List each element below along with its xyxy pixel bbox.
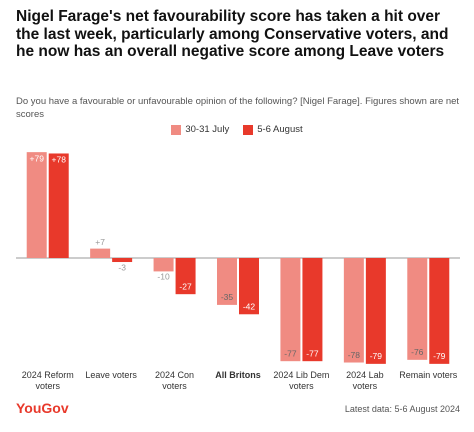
- bar: [153, 258, 174, 272]
- bar: [48, 153, 69, 258]
- value-label: -79: [370, 351, 383, 361]
- value-label: -76: [411, 347, 424, 357]
- legend-swatch: [243, 124, 254, 135]
- value-label: -77: [284, 348, 297, 358]
- value-label: -42: [243, 302, 256, 312]
- value-label: +7: [95, 237, 105, 247]
- chart-subtitle: Do you have a favourable or unfavourable…: [16, 96, 460, 120]
- bar: [407, 258, 428, 360]
- bar: [343, 258, 364, 363]
- value-label: -35: [221, 292, 234, 302]
- source: Latest data: 5-6 August 2024: [344, 404, 460, 414]
- bar: [429, 258, 450, 364]
- legend-item: 5-6 August: [243, 124, 303, 135]
- x-tick-label: Leave voters: [85, 370, 137, 380]
- legend-swatch: [171, 124, 182, 135]
- brand: YouGov: [16, 400, 69, 416]
- value-label: -79: [433, 351, 446, 361]
- value-label: -3: [118, 262, 126, 272]
- legend-label: 30-31 July: [185, 124, 230, 135]
- value-label: -10: [157, 272, 170, 282]
- legend: 30-31 July 5-6 August: [0, 124, 474, 135]
- value-label: -27: [179, 281, 192, 291]
- x-tick-label: All Britons: [215, 370, 261, 380]
- x-tick-label: 2024 Lib Dem voters: [273, 370, 330, 391]
- chart-title: Nigel Farage's net favourability score h…: [16, 8, 449, 60]
- x-tick-label: 2024 Reform voters: [21, 370, 74, 391]
- legend-label: 5-6 August: [257, 124, 303, 135]
- bar: [239, 258, 259, 315]
- value-label: -78: [348, 350, 361, 360]
- bar: [302, 258, 323, 362]
- bar: [26, 152, 47, 258]
- x-tick-label: Remain voters: [399, 370, 458, 380]
- bar: [217, 258, 237, 305]
- bar: [90, 248, 111, 258]
- x-tick-label: 2024 Lab voters: [346, 370, 384, 391]
- legend-item: 30-31 July: [171, 124, 229, 135]
- value-label: +79: [30, 153, 45, 163]
- bar: [112, 258, 133, 263]
- value-label: -77: [306, 348, 319, 358]
- bar: [365, 258, 386, 364]
- bar: [175, 258, 196, 295]
- bar: [280, 258, 301, 362]
- x-tick-label: 2024 Con voters: [155, 370, 195, 391]
- value-label: +78: [52, 155, 67, 165]
